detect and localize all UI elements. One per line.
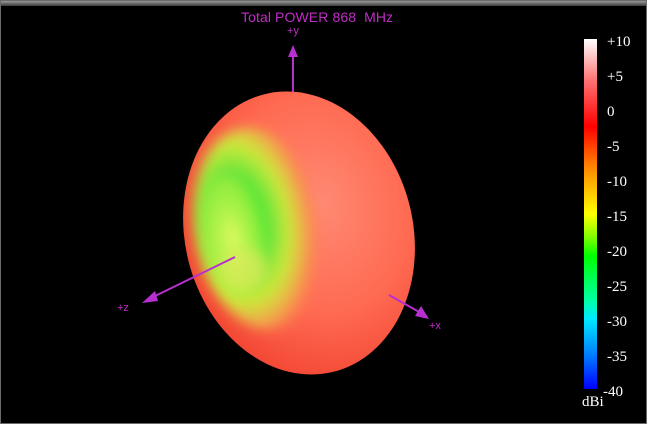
color-scale-tick-label: -25: [607, 279, 627, 295]
z-axis-line: [150, 256, 236, 299]
color-scale-tick-label: 0: [607, 104, 615, 120]
pattern-surface: [183, 91, 415, 375]
color-scale-tick-label: -5: [607, 139, 620, 155]
z-axis-label: +z: [117, 302, 129, 314]
color-scale-tick-label: -35: [607, 349, 627, 365]
x-axis-arrow: [415, 306, 429, 319]
color-scale-tick-label: +10: [607, 34, 631, 50]
x-axis-line: [388, 294, 422, 314]
y-axis-arrow: [288, 45, 298, 57]
y-axis-label: +y: [287, 25, 299, 37]
color-scale-tick-label: -30: [607, 314, 627, 330]
color-scale-tick-label: -40: [603, 384, 623, 400]
color-scale-bar: [584, 39, 597, 389]
color-scale-tick-label: -15: [607, 209, 627, 225]
color-scale-tick-label: -20: [607, 244, 627, 260]
z-axis-arrow: [142, 291, 158, 303]
x-axis-label: +x: [429, 320, 441, 332]
color-scale-tick-label: -10: [607, 174, 627, 190]
plot-title: Total POWER 868 MHz: [241, 9, 394, 25]
color-scale-unit: dBi: [582, 394, 604, 410]
color-scale-tick-label: +5: [607, 69, 623, 85]
